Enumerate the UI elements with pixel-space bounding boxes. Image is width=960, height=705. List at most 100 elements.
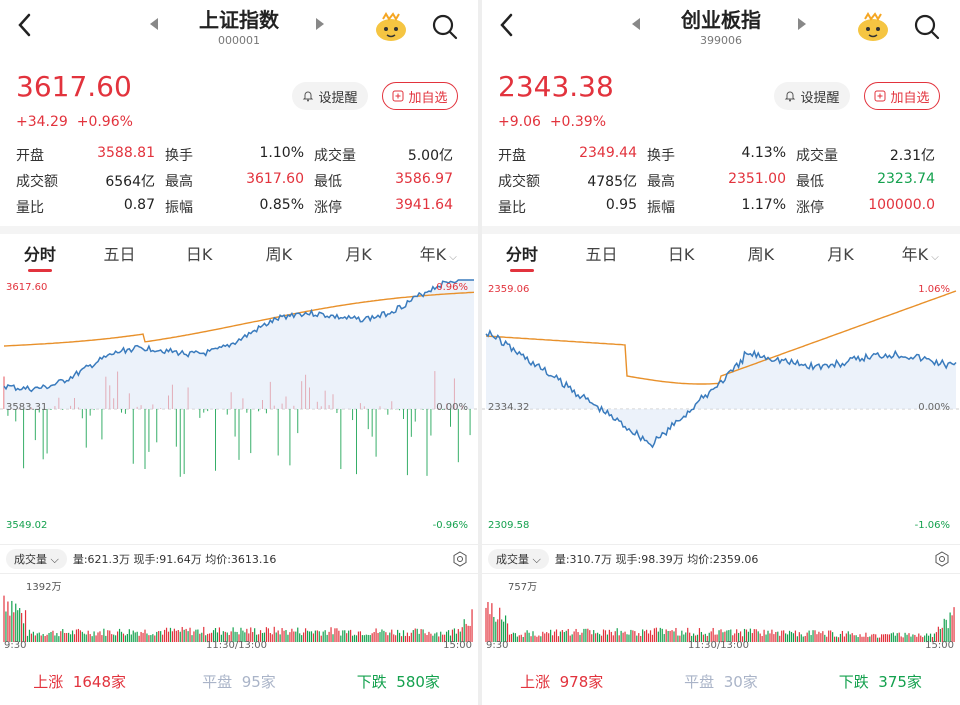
mascot-icon[interactable] [856,12,890,42]
volume-max-label: 757万 [508,582,538,593]
add-favorite-button[interactable]: 加自选 [864,82,940,110]
time-open: 9:30 [486,640,509,651]
next-index-icon[interactable] [798,18,806,30]
tab-intraday[interactable]: 分时 [0,238,80,272]
period-tabs: 分时 五日 日K 周K 月K 年K ⌵ [482,238,960,272]
stats-grid: 开盘 2349.44 换手 4.13% 成交量 2.31亿 成交额 4785亿 最高 23… [498,142,946,220]
index-title: 上证指数 [199,8,279,32]
stat-value: 0.85% [259,197,304,213]
unchanged-count: 95家 [241,673,276,691]
divider [0,226,478,234]
add-favorite-button[interactable]: 加自选 [382,82,458,110]
index-code: 000001 [218,34,260,47]
settings-gear-icon[interactable] [934,551,950,567]
price-change: +34.29 +0.96% [16,114,133,130]
tab-five-day[interactable]: 五日 [585,245,618,264]
unchanged-label: 平盘 [684,673,715,691]
unchanged-count: 30家 [723,673,758,691]
panel-chinext: 创业板指 399006 2343.38 +9.06 +0.39% 设提醒 加自选 [482,0,960,705]
decliners-label: 下跌 [838,673,869,691]
volume-bar: 成交量 ⌵ 量:621.3万 现手:91.64万 均价:3613.16 [0,544,478,574]
stat-label: 成交量 [314,148,356,164]
stat-value: 3941.64 [395,197,453,213]
index-title: 创业板指 [681,8,761,32]
prev-index-icon[interactable] [150,18,158,30]
top-bar: 上证指数 000001 [0,0,478,60]
tab-yearly-k-label: 年K [901,245,929,264]
tab-daily-k[interactable]: 日K [667,245,695,264]
stats-row: 开盘 3588.81 换手 1.10% 成交量 5.00亿 [16,142,464,168]
set-alert-button[interactable]: 设提醒 [774,82,850,110]
volume-chart-svg [485,602,955,642]
stat-value: 0.87 [123,197,155,213]
tab-yearly-k-label: 年K [419,245,447,264]
volume-max-label: 1392万 [26,582,62,593]
stat-label: 振幅 [647,200,675,216]
plus-box-icon [392,90,404,102]
change-value: +34.29 [16,114,68,130]
tab-five-day[interactable]: 五日 [103,245,136,264]
change-percent: +0.96% [76,114,133,130]
stat-value: 4785亿 [587,174,637,190]
intraday-chart[interactable]: 2359.06 1.06% 2334.32 0.00% 2309.58 -1.0… [482,276,960,542]
unchanged: 平盘 95家 [159,664,318,700]
stat-value: 5.00亿 [407,148,453,164]
tab-monthly-k[interactable]: 月K [827,245,854,264]
tab-daily-k[interactable]: 日K [185,245,213,264]
mascot-icon[interactable] [374,12,408,42]
chevron-down-icon: ⌵ [928,252,939,263]
decliners-count: 580家 [396,673,440,691]
time-midday: 11:30/13:00 [688,640,750,651]
advancers: 上涨 978家 [482,664,641,700]
set-alert-button[interactable]: 设提醒 [292,82,368,110]
advancers-label: 上涨 [33,673,64,691]
add-favorite-label: 加自选 [890,90,930,106]
volume-selector[interactable]: 成交量 ⌵ [6,549,67,569]
advancers: 上涨 1648家 [0,664,159,700]
back-icon[interactable] [12,10,38,40]
tab-yearly-k[interactable]: 年K ⌵ [880,238,960,272]
prev-index-icon[interactable] [632,18,640,30]
volume-chart: 757万 [482,574,960,642]
stat-label: 最高 [647,174,675,190]
time-close: 15:00 [443,640,472,651]
time-axis: 9:30 11:30/13:00 15:00 [0,640,478,654]
stat-label: 成交额 [16,174,58,190]
price-area [486,331,956,448]
change-value: +9.06 [498,114,541,130]
market-breadth: 上涨 1648家 平盘 95家 下跌 580家 [0,664,478,700]
stat-label: 开盘 [498,148,526,164]
stat-value: 0.95 [605,197,637,213]
change-percent: +0.39% [549,114,607,130]
add-favorite-label: 加自选 [408,90,448,106]
tab-monthly-k[interactable]: 月K [345,245,372,264]
top-bar: 创业板指 399006 [482,0,960,60]
back-icon[interactable] [494,10,520,40]
search-icon[interactable] [430,12,460,42]
time-midday: 11:30/13:00 [206,640,268,651]
bell-icon [303,91,314,102]
y-top-label: 3617.60 [6,282,48,293]
volume-selector[interactable]: 成交量 ⌵ [488,549,549,569]
decliners: 下跌 375家 [801,664,960,700]
stat-label: 换手 [647,148,675,164]
intraday-chart[interactable]: 3617.60 0.96% 3583.31 0.00% 3549.02 -0.9… [0,276,478,542]
stat-label: 成交量 [796,148,838,164]
tab-yearly-k[interactable]: 年K ⌵ [398,238,478,272]
tab-weekly-k[interactable]: 周K [265,245,293,264]
decliners-label: 下跌 [356,673,387,691]
stats-grid: 开盘 3588.81 换手 1.10% 成交量 5.00亿 成交额 6564亿 最高 36… [16,142,464,220]
advancers-label: 上涨 [520,673,551,691]
next-index-icon[interactable] [316,18,324,30]
divider [482,226,960,234]
tab-intraday[interactable]: 分时 [482,238,562,272]
settings-gear-icon[interactable] [452,551,468,567]
tab-weekly-k[interactable]: 周K [747,245,775,264]
stats-row: 成交额 4785亿 最高 2351.00 最低 2323.74 [498,168,946,194]
stat-label: 换手 [165,148,193,164]
search-icon[interactable] [912,12,942,42]
pct-bottom-label: -1.06% [914,520,950,531]
pct-mid-label: 0.00% [918,402,950,413]
stat-label: 最低 [314,174,342,190]
stats-row: 量比 0.87 振幅 0.85% 涨停 3941.64 [16,194,464,220]
